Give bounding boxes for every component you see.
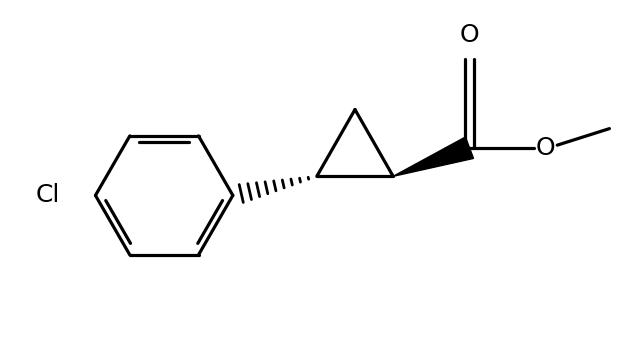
Polygon shape [393,137,474,176]
Text: Cl: Cl [36,183,60,208]
Text: O: O [536,136,556,160]
Text: O: O [460,23,479,47]
